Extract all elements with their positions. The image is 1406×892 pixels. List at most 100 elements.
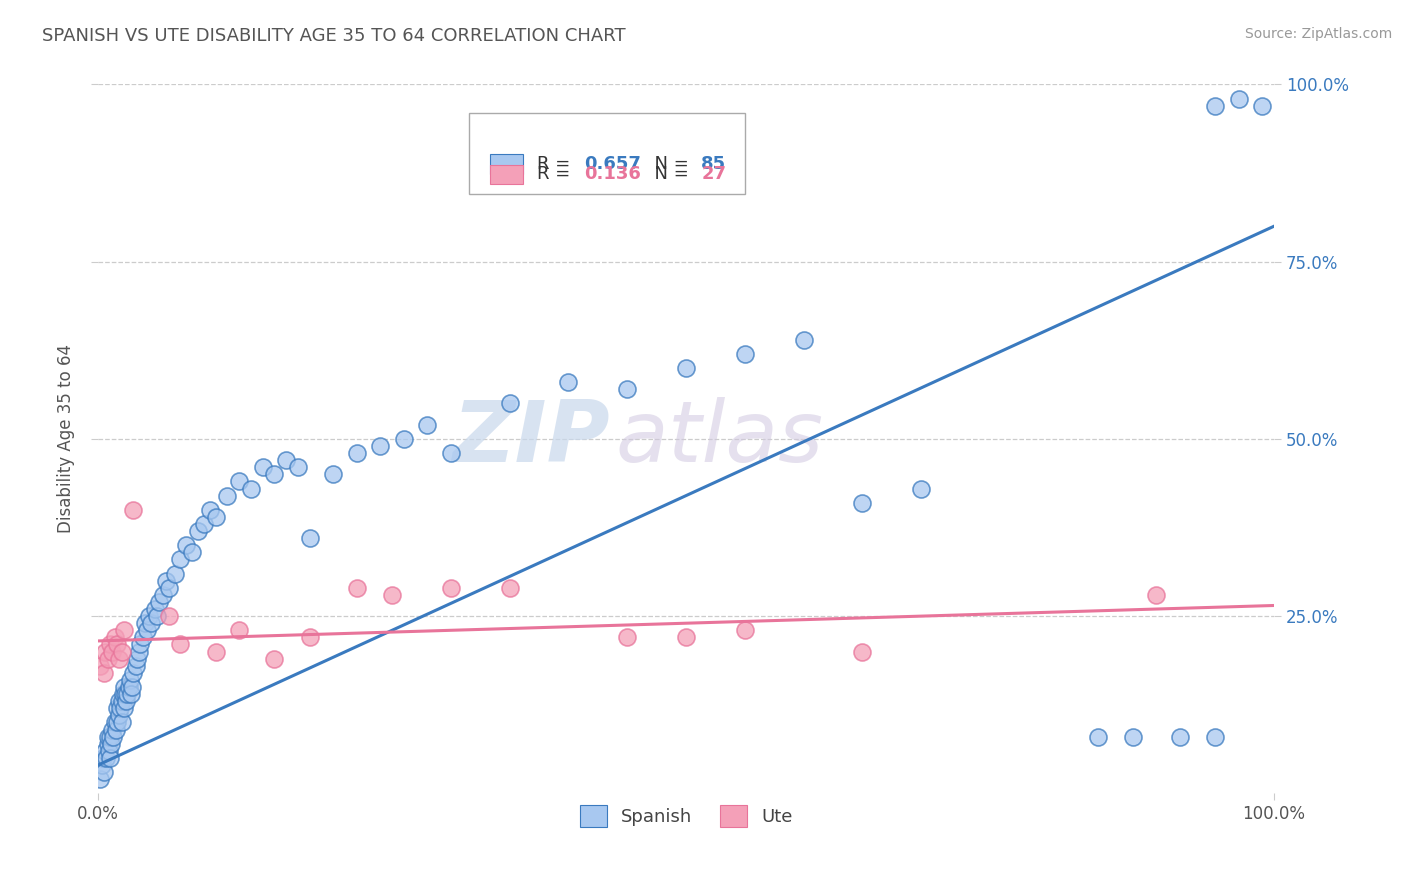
- Point: [96, 651, 118, 665]
- Point: [298, 531, 321, 545]
- Point: [89, 772, 111, 787]
- Point: [392, 432, 415, 446]
- Point: [204, 644, 226, 658]
- Point: [100, 737, 122, 751]
- Point: [276, 453, 298, 467]
- Point: [416, 417, 439, 432]
- Point: [105, 638, 128, 652]
- Point: [155, 574, 177, 588]
- Point: [96, 737, 118, 751]
- Text: ZIP: ZIP: [451, 398, 610, 481]
- Point: [103, 631, 125, 645]
- Point: [114, 687, 136, 701]
- Point: [103, 715, 125, 730]
- Point: [122, 665, 145, 680]
- Point: [152, 588, 174, 602]
- Point: [101, 723, 124, 737]
- Point: [498, 581, 520, 595]
- Point: [263, 651, 285, 665]
- Point: [108, 708, 131, 723]
- Point: [1204, 730, 1226, 744]
- Point: [181, 545, 204, 559]
- Text: 27: 27: [702, 166, 727, 184]
- Point: [134, 616, 156, 631]
- Point: [105, 701, 128, 715]
- Point: [112, 680, 135, 694]
- Point: [675, 631, 697, 645]
- Point: [93, 765, 115, 780]
- Point: [96, 751, 118, 765]
- Point: [96, 730, 118, 744]
- Point: [118, 673, 141, 687]
- Point: [111, 687, 134, 701]
- Point: [125, 651, 148, 665]
- Text: SPANISH VS UTE DISABILITY AGE 35 TO 64 CORRELATION CHART: SPANISH VS UTE DISABILITY AGE 35 TO 64 C…: [42, 27, 626, 45]
- Point: [101, 644, 124, 658]
- Point: [110, 694, 132, 708]
- Point: [851, 496, 873, 510]
- Point: [98, 730, 121, 744]
- Point: [217, 489, 239, 503]
- Text: 85: 85: [702, 155, 727, 173]
- Point: [163, 566, 186, 581]
- Point: [239, 482, 262, 496]
- Point: [110, 701, 132, 715]
- Point: [122, 503, 145, 517]
- Point: [675, 361, 697, 376]
- Point: [105, 715, 128, 730]
- Text: atlas: atlas: [616, 398, 824, 481]
- Point: [793, 333, 815, 347]
- Point: [228, 475, 250, 489]
- Point: [93, 665, 115, 680]
- Text: Source: ZipAtlas.com: Source: ZipAtlas.com: [1244, 27, 1392, 41]
- Point: [440, 446, 463, 460]
- Point: [252, 460, 274, 475]
- Point: [121, 680, 143, 694]
- Point: [287, 460, 309, 475]
- Point: [129, 638, 152, 652]
- Point: [125, 658, 148, 673]
- Text: N =: N =: [643, 155, 695, 173]
- Text: R =: R =: [537, 166, 575, 184]
- Text: R =: R =: [537, 155, 575, 173]
- Point: [112, 624, 135, 638]
- Legend: Spanish, Ute: Spanish, Ute: [572, 797, 800, 834]
- Point: [108, 694, 131, 708]
- Point: [110, 715, 132, 730]
- Point: [90, 758, 112, 772]
- Point: [110, 644, 132, 658]
- Point: [616, 631, 638, 645]
- Point: [298, 631, 321, 645]
- Point: [263, 467, 285, 482]
- Point: [198, 503, 221, 517]
- Point: [157, 581, 180, 595]
- Point: [381, 588, 404, 602]
- Text: 0.657: 0.657: [583, 155, 641, 173]
- Point: [89, 658, 111, 673]
- Point: [148, 595, 170, 609]
- Point: [108, 651, 131, 665]
- Point: [139, 616, 162, 631]
- Point: [138, 609, 160, 624]
- Point: [187, 524, 209, 538]
- Point: [346, 446, 368, 460]
- Text: 0.136: 0.136: [583, 166, 641, 184]
- Point: [1144, 588, 1167, 602]
- Point: [117, 687, 139, 701]
- FancyBboxPatch shape: [489, 154, 523, 174]
- Point: [851, 644, 873, 658]
- Point: [169, 638, 191, 652]
- Point: [228, 624, 250, 638]
- Point: [146, 609, 169, 624]
- Point: [498, 396, 520, 410]
- Point: [204, 509, 226, 524]
- Point: [368, 439, 391, 453]
- Point: [94, 644, 117, 658]
- Point: [1251, 99, 1274, 113]
- Point: [97, 744, 120, 758]
- FancyBboxPatch shape: [489, 164, 523, 185]
- Point: [1168, 730, 1191, 744]
- Point: [322, 467, 344, 482]
- Point: [169, 552, 191, 566]
- Point: [98, 751, 121, 765]
